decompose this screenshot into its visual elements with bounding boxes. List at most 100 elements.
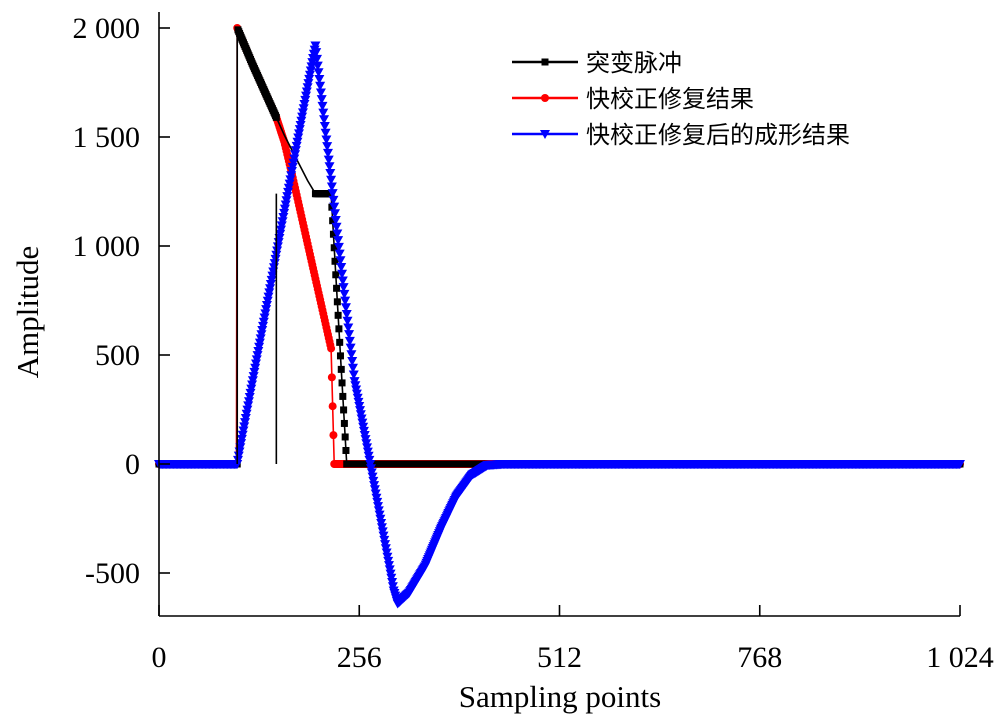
data-point: [329, 230, 337, 238]
data-point: [333, 298, 341, 306]
data-point: [301, 91, 312, 101]
data-point: [347, 363, 358, 373]
data-point: [250, 359, 261, 369]
data-point: [955, 460, 965, 469]
data-point: [285, 175, 296, 185]
data-point: [286, 167, 297, 177]
data-point: [258, 317, 269, 327]
data-point: [335, 256, 346, 266]
data-point: [264, 288, 275, 298]
data-point: [284, 179, 295, 189]
data-point: [265, 284, 276, 294]
legend-item: 快校正修复结果: [512, 85, 754, 113]
data-point: [257, 326, 268, 336]
data-point: [279, 208, 290, 218]
data-point: [243, 397, 254, 407]
data-point: [236, 434, 247, 444]
data-point: [340, 296, 351, 306]
data-point: [233, 451, 244, 461]
data-point: [337, 269, 348, 279]
data-point: [297, 108, 308, 118]
data-point: [337, 276, 348, 286]
data-point: [269, 259, 280, 269]
data-point: [276, 221, 287, 231]
data-point: [261, 305, 272, 315]
data-point: [347, 357, 358, 367]
data-point: [334, 311, 342, 319]
y-axis-ticks: -500 0 500 1 000 1 500 2 000: [73, 12, 170, 590]
data-point: [292, 137, 303, 147]
legend-label: 快校正修复结果: [586, 85, 754, 113]
data-point: [346, 350, 357, 360]
data-point: [329, 217, 337, 225]
data-point: [322, 148, 333, 158]
data-point: [283, 183, 294, 193]
data-point: [338, 283, 349, 293]
data-point: [331, 222, 342, 232]
data-point: [321, 135, 332, 145]
data-point: [322, 142, 333, 152]
x-tick-label: 512: [537, 641, 582, 674]
data-point: [333, 284, 341, 292]
data-point: [330, 244, 338, 252]
data-point: [259, 313, 270, 323]
data-point: [318, 108, 329, 118]
data-point: [262, 296, 273, 306]
legend-marker: [540, 130, 550, 139]
data-point: [329, 431, 338, 440]
data-point: [303, 79, 314, 89]
data-point: [312, 54, 323, 64]
data-point: [277, 217, 288, 227]
data-point: [287, 162, 298, 172]
data-point: [330, 209, 341, 219]
data-point: [341, 310, 352, 320]
legend-marker: [541, 94, 549, 102]
y-tick-label: 1 000: [73, 230, 141, 263]
data-point: [319, 115, 330, 125]
data-point: [338, 379, 346, 387]
data-point: [241, 409, 252, 419]
data-point: [313, 68, 324, 78]
data-point: [248, 372, 259, 382]
data-point: [340, 419, 348, 427]
x-tick-label: 256: [337, 641, 382, 674]
data-point: [311, 48, 322, 58]
data-point: [282, 192, 293, 202]
data-point: [330, 216, 341, 226]
legend-marker: [541, 58, 549, 66]
data-point: [336, 352, 344, 360]
data-point: [327, 344, 336, 353]
data-point: [261, 300, 272, 310]
axes: [158, 12, 960, 617]
data-point: [258, 321, 269, 331]
data-point: [331, 257, 339, 265]
data-point: [341, 433, 349, 441]
data-point: [342, 316, 353, 326]
data-point: [314, 75, 325, 85]
data-point: [315, 81, 326, 91]
data-point: [320, 128, 331, 138]
data-point: [342, 446, 350, 454]
data-point: [240, 413, 251, 423]
data-point: [312, 61, 323, 71]
data-point: [272, 113, 280, 121]
data-point: [267, 271, 278, 281]
data-point: [247, 376, 258, 386]
data-point: [294, 125, 305, 135]
data-point: [247, 380, 258, 390]
data-point: [315, 88, 326, 98]
data-point: [295, 120, 306, 130]
data-point: [339, 392, 347, 400]
data-point: [294, 129, 305, 139]
data-point: [301, 87, 312, 97]
data-point: [304, 70, 315, 80]
data-point: [300, 95, 311, 105]
data-point: [266, 275, 277, 285]
data-point: [255, 334, 266, 344]
data-point: [265, 280, 276, 290]
y-tick-label: 2 000: [73, 12, 141, 45]
x-tick-label: 0: [152, 641, 167, 674]
data-point: [306, 62, 317, 72]
data-point: [326, 182, 337, 192]
